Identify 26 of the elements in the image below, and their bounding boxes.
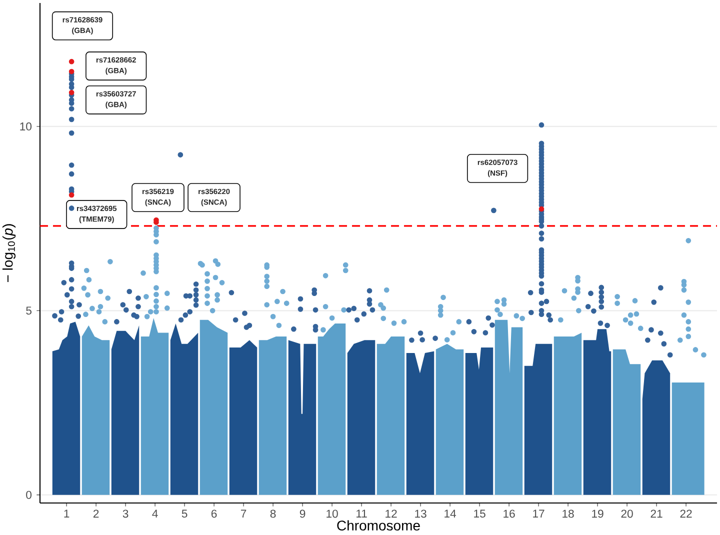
x-tick-label: 2	[93, 510, 99, 518]
x-tick-label: 3	[122, 510, 128, 518]
x-axis-title: Chromosome	[337, 520, 420, 531]
x-tick-label: 4	[152, 510, 158, 518]
x-tick-label: 10	[326, 510, 338, 518]
x-tick-label: 8	[270, 510, 276, 518]
x-tick-label: 21	[650, 510, 662, 518]
x-tick-label: 7	[240, 510, 246, 518]
x-tick-label: 5	[182, 510, 188, 518]
x-tick-label: 16	[504, 510, 515, 518]
y-tick-label: 5	[26, 306, 32, 315]
x-tick-label: 19	[592, 510, 604, 518]
x-tick-label: 15	[474, 510, 486, 518]
x-tick-label: 13	[415, 510, 426, 518]
x-tick-label: 12	[386, 510, 397, 518]
x-tick-label: 6	[211, 510, 217, 518]
y-tick-label: 0	[26, 490, 32, 499]
x-tick-label: 22	[680, 510, 692, 518]
x-tick-label: 17	[533, 510, 544, 518]
x-tick-label: 11	[356, 510, 367, 518]
x-tick-label: 18	[562, 510, 574, 518]
x-tick-label: 20	[621, 510, 633, 518]
x-tick-label: 9	[300, 510, 306, 518]
x-tick-label: 1	[64, 510, 70, 518]
y-tick-label: 10	[20, 122, 32, 130]
x-tick-label: 14	[444, 510, 456, 518]
